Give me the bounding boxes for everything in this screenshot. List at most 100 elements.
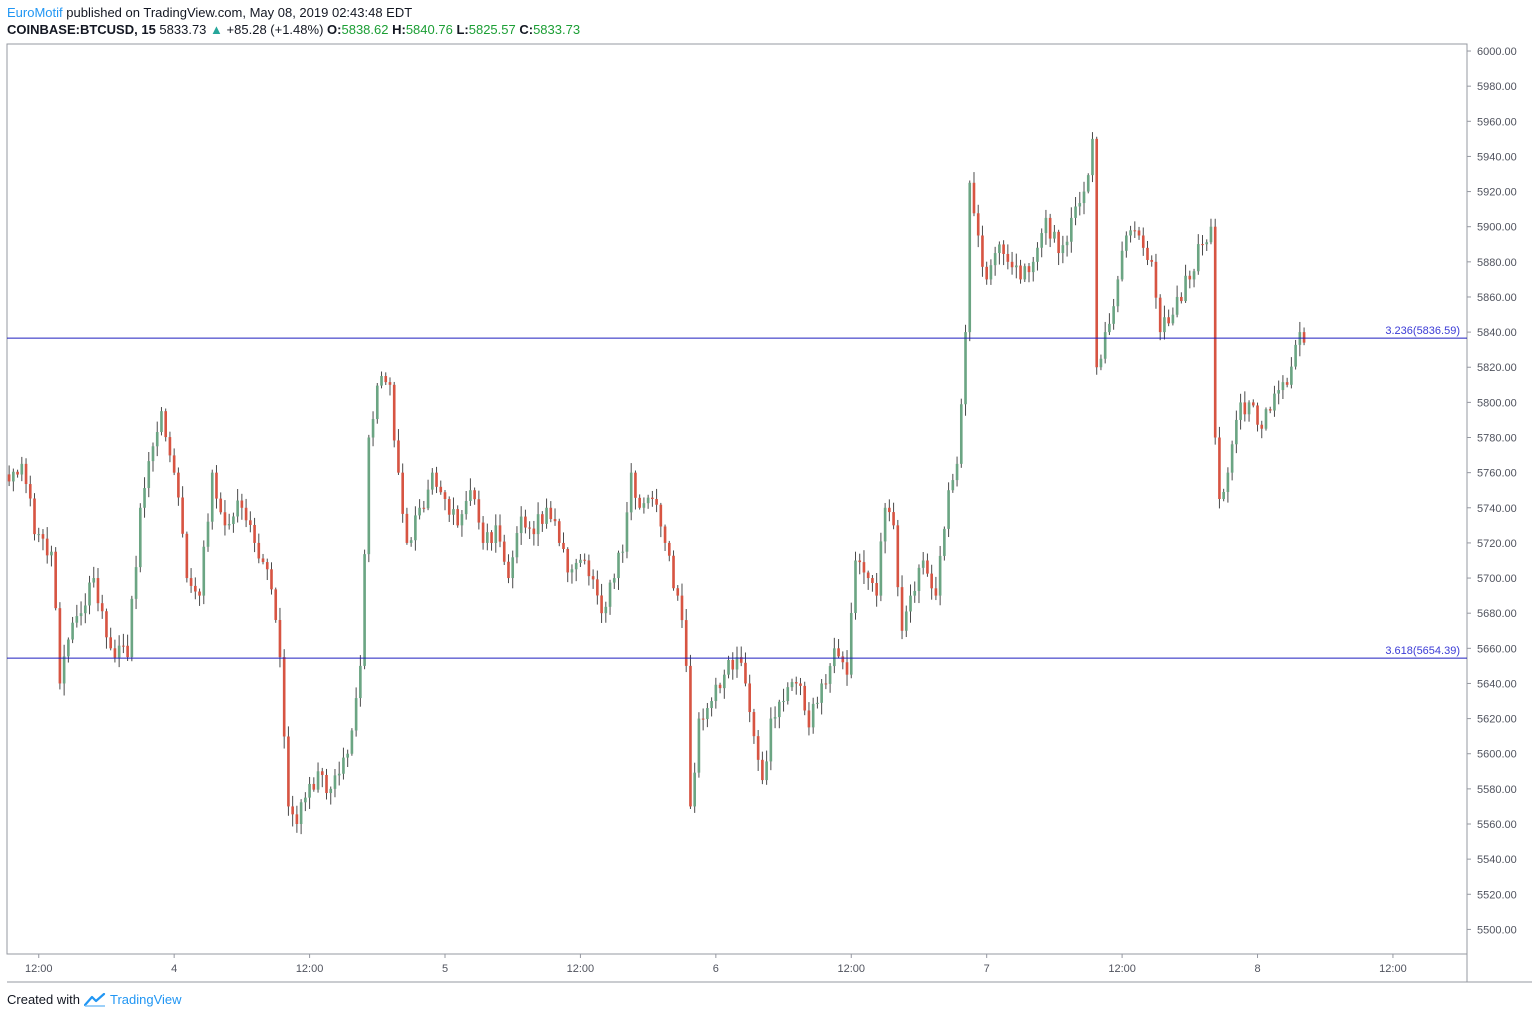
candle-body <box>1218 437 1221 499</box>
price-change: +85.28 (+1.48%) <box>226 22 324 37</box>
candle-body <box>909 595 912 612</box>
candle-body <box>1048 217 1052 239</box>
candle-body <box>375 385 379 420</box>
author-link[interactable]: EuroMotif <box>7 5 63 20</box>
candle-body <box>888 507 891 513</box>
candle-body <box>1192 271 1196 280</box>
price-tick-label: 5840.00 <box>1477 327 1517 339</box>
candle-body <box>1019 265 1022 280</box>
candle-body <box>439 486 443 493</box>
candle-body <box>528 527 531 529</box>
candlestick-chart[interactable]: 6000.00 5980.00 5960.00 5940.00 5920.00 5900.… <box>0 0 1532 988</box>
candle-body <box>45 538 49 556</box>
candle-body <box>494 525 498 543</box>
chart-area[interactable]: 6000.00 5980.00 5960.00 5940.00 5920.00 5900.… <box>0 0 1532 993</box>
candle-body <box>1154 261 1158 298</box>
price-tick-label: 5900.00 <box>1477 222 1517 234</box>
candle-body <box>1074 206 1077 218</box>
tradingview-brand[interactable]: TradingView <box>109 992 182 1007</box>
candle-body <box>634 472 637 498</box>
candle-body <box>748 683 752 713</box>
candle-body <box>735 657 739 670</box>
candle-body <box>697 718 701 773</box>
candle-body <box>1247 402 1251 415</box>
candle-body <box>583 559 586 561</box>
candle-body <box>1290 366 1293 385</box>
candle-body <box>1273 393 1276 411</box>
change-arrow-icon: ▲ <box>210 22 223 37</box>
candle-body <box>1040 233 1044 248</box>
price-axis: 6000.00 5980.00 5960.00 5940.00 5920.00 5900.… <box>1467 46 1517 936</box>
price-tick-label: 5820.00 <box>1477 362 1517 374</box>
candle-body <box>824 683 828 685</box>
candle-body <box>604 606 608 614</box>
chart-header: EuroMotif published on TradingView.com, … <box>7 4 580 38</box>
candle-body <box>430 472 434 490</box>
candle-body <box>33 498 36 535</box>
candle-body <box>1006 253 1010 262</box>
candle-body <box>265 562 269 570</box>
candle-body <box>1120 250 1124 280</box>
candle-body <box>1146 247 1149 260</box>
candle-body <box>519 516 523 534</box>
candle-body <box>833 648 836 667</box>
symbol-label: COINBASE:BTCUSD, 15 <box>7 22 156 37</box>
close-label: C: <box>519 22 534 37</box>
candle-body <box>799 683 802 686</box>
candle-body <box>625 512 629 552</box>
candle-body <box>1175 296 1179 315</box>
candle-body <box>189 578 193 586</box>
candle-body <box>409 540 413 543</box>
candle-body <box>574 562 578 570</box>
candle-body <box>295 814 299 824</box>
candle-body <box>401 472 404 514</box>
candle-body <box>164 411 168 438</box>
candle-body <box>541 514 544 524</box>
candle-body <box>587 560 591 577</box>
candle-body <box>524 516 527 528</box>
candle-body <box>752 712 756 737</box>
candle-body <box>367 437 371 555</box>
candle-body <box>1023 266 1027 280</box>
candle-body <box>253 524 256 543</box>
candle-body <box>845 662 849 675</box>
candle-body <box>236 500 239 517</box>
candle-body <box>1184 275 1187 302</box>
candle-body <box>1180 296 1183 302</box>
time-tick-label: 8 <box>1254 963 1260 975</box>
candle-body <box>913 590 917 596</box>
candle-body <box>744 662 747 684</box>
candle-body <box>270 569 273 590</box>
candle-body <box>828 666 832 684</box>
candle-body <box>608 582 612 607</box>
candle-body <box>287 736 290 807</box>
candle-body <box>714 684 718 702</box>
candle-body <box>88 582 91 606</box>
candle-body <box>1268 409 1272 411</box>
candle-body <box>900 587 904 631</box>
candle-body <box>1302 332 1306 343</box>
candle-body <box>75 616 79 623</box>
candle-body <box>194 585 197 592</box>
candle-body <box>16 471 19 475</box>
candle-body <box>1137 230 1141 236</box>
candle-body <box>972 182 976 214</box>
candle-body <box>320 771 324 775</box>
candle-body <box>1158 297 1162 333</box>
candle-body <box>1091 138 1094 176</box>
candle-body <box>591 576 595 580</box>
candle-body <box>701 718 705 720</box>
candle-body <box>1057 231 1060 254</box>
candle-body <box>1070 217 1073 242</box>
candle-body <box>397 440 400 473</box>
candle-body <box>921 560 925 568</box>
price-tick-label: 5760.00 <box>1477 468 1517 480</box>
candle-body <box>930 573 933 589</box>
candle-body <box>989 265 993 280</box>
candle-body <box>1196 244 1200 272</box>
candle-body <box>710 701 713 709</box>
candle-body <box>460 514 464 526</box>
candle-body <box>1281 382 1285 391</box>
candle-body <box>689 665 692 807</box>
candle-body <box>79 613 83 617</box>
